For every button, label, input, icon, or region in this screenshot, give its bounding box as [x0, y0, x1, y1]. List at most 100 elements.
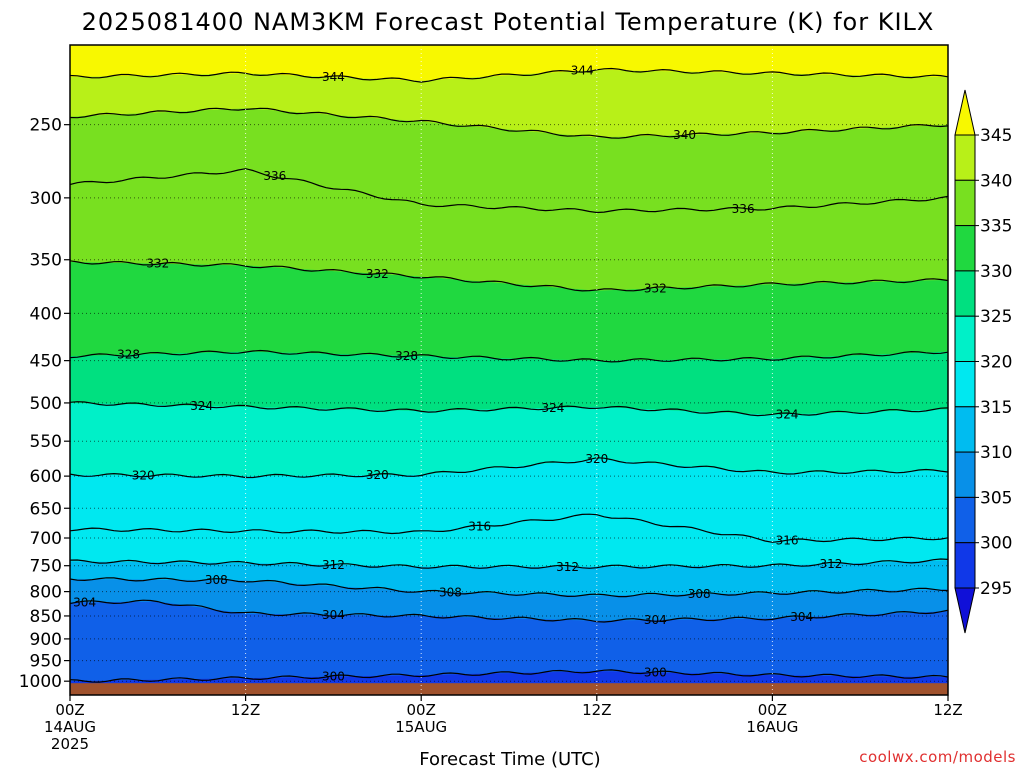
isentrope-344: [70, 67, 948, 83]
x-tick-label: 00Z: [758, 701, 787, 719]
x-tick-label: 14AUG: [44, 718, 96, 736]
colorbar-segment: [954, 270, 976, 317]
x-axis-title: Forecast Time (UTC): [419, 749, 600, 768]
y-tick-label: 900: [30, 630, 62, 650]
colorbar-segment: [954, 225, 976, 272]
isentrope-label: 324: [190, 399, 213, 413]
isentrope-300: [70, 669, 948, 683]
chart-title: 2025081400 NAM3KM Forecast Potential Tem…: [82, 8, 935, 36]
colorbar-segment: [954, 406, 976, 453]
colorbar-segment: [954, 496, 976, 544]
isentrope-label: 324: [776, 407, 799, 421]
y-tick-label: 350: [30, 251, 62, 271]
isentrope-312: [70, 558, 948, 569]
x-tick-label: 2025: [51, 735, 89, 753]
isentrope-label: 328: [117, 348, 140, 362]
isentrope-label: 304: [644, 613, 667, 627]
theta-band-304: [70, 601, 948, 695]
y-tick-label: 650: [30, 499, 62, 519]
isentrope-label: 344: [571, 64, 594, 78]
y-tick-label: 450: [30, 352, 62, 372]
y-axis: 250 300 350 400 450 500 550 600 650 700 750 800 850 9…: [19, 116, 70, 692]
colorbar-label: 325: [980, 307, 1012, 327]
y-tick-label: 800: [30, 583, 62, 603]
x-tick-label: 12Z: [582, 701, 611, 719]
isentrope-label: 312: [819, 557, 842, 571]
isentrope-label: 332: [146, 257, 169, 271]
isentrope-label: 336: [732, 202, 755, 216]
plot-area: 300 300 304 304 304 304 308 308 308 312 312 312 316 3…: [69, 44, 949, 696]
isentrope-340: [70, 107, 948, 139]
y-tick-label: 600: [30, 467, 62, 487]
isentrope-label: 300: [644, 665, 667, 679]
y-tick-label: 400: [30, 304, 62, 324]
isentrope-label: 328: [395, 349, 418, 363]
isentrope-332: [70, 260, 948, 292]
isentrope-label: 308: [688, 587, 711, 601]
y-tick-label: 700: [30, 529, 62, 549]
colorbar-label: 315: [980, 398, 1012, 418]
colorbar-segment: [954, 179, 976, 227]
isentrope-label: 316: [776, 534, 799, 548]
isentrope-336: [70, 168, 948, 214]
colorbar-max-arrow: [954, 89, 976, 136]
ground-strip: [70, 683, 948, 695]
y-tick-label: 500: [30, 394, 62, 414]
colorbar-label: 300: [980, 534, 1012, 554]
isentrope-label: 312: [556, 560, 579, 574]
y-tick-label: 850: [30, 607, 62, 627]
colorbar-label: 295: [980, 579, 1012, 599]
isentrope-label: 324: [541, 401, 564, 415]
credit-text: coolwx.com/models: [859, 748, 1016, 766]
x-tick-label: 15AUG: [395, 718, 447, 736]
colorbar-segment: [954, 315, 976, 363]
colorbar-segment: [954, 542, 976, 589]
isentrope-label: 332: [644, 282, 667, 296]
x-tick-label: 00Z: [55, 701, 84, 719]
colorbar-label: 305: [980, 488, 1012, 508]
isentrope-316: [70, 513, 948, 543]
isentrope-label: 344: [322, 70, 345, 84]
isentrope-label: 304: [322, 608, 345, 622]
isentrope-328: [70, 349, 948, 363]
y-tick-label: 250: [30, 116, 62, 136]
x-tick-label: 00Z: [407, 701, 436, 719]
colorbar-segment: [954, 361, 976, 408]
x-tick-label: 12Z: [231, 701, 260, 719]
y-tick-label: 950: [30, 652, 62, 672]
colorbar-label: 310: [980, 443, 1012, 463]
isentrope-label: 332: [366, 267, 389, 281]
colorbar-segment: [954, 451, 976, 498]
colorbar-label: 345: [980, 126, 1012, 146]
y-tick-label: 750: [30, 557, 62, 577]
isentrope-label: 308: [439, 585, 462, 599]
isentrope-label: 312: [322, 558, 345, 572]
x-tick-label: 16AUG: [746, 718, 798, 736]
plot-frame: [69, 44, 949, 696]
isentrope-label: 320: [366, 468, 389, 482]
y-tick-label: 550: [30, 432, 62, 452]
isentrope-label: 304: [73, 595, 96, 609]
colorbar-min-arrow: [954, 587, 976, 634]
y-tick-label: 1000: [19, 672, 62, 692]
x-tick-label: 12Z: [933, 701, 962, 719]
isentrope-label: 300: [322, 670, 345, 684]
colorbar-label: 320: [980, 353, 1012, 373]
isentrope-304: [70, 599, 948, 623]
isentrope-label: 340: [673, 128, 696, 142]
isentrope-label: 320: [585, 452, 608, 466]
colorbar-label: 330: [980, 262, 1012, 282]
isentrope-label: 304: [790, 610, 813, 624]
isentrope-308: [70, 577, 948, 598]
isentrope-label: 336: [263, 169, 286, 183]
isentrope-label: 308: [205, 573, 228, 587]
isentrope-label: 320: [132, 468, 155, 482]
colorbar-segment: [954, 134, 976, 181]
isentrope-324: [70, 401, 948, 417]
isentrope-320: [70, 457, 948, 479]
isentrope-label: 316: [468, 519, 491, 533]
y-tick-label: 300: [30, 189, 62, 209]
colorbar-label: 335: [980, 217, 1012, 237]
